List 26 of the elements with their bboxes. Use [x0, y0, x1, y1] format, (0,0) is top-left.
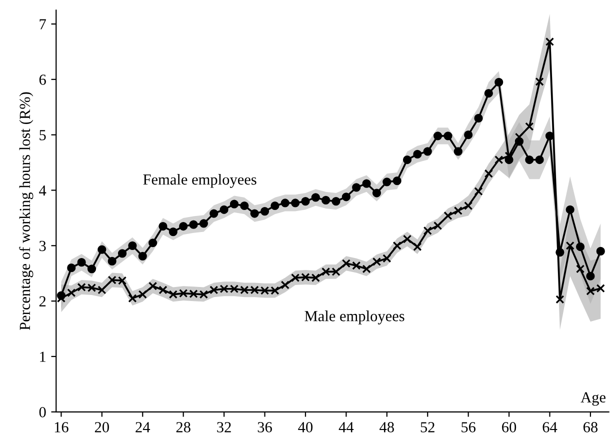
y-tick-label: 4: [39, 185, 46, 196]
x-tick-label: 36: [258, 422, 272, 432]
x-tick-label: 28: [176, 422, 190, 432]
x-tick-label: 24: [136, 422, 150, 432]
y-tick-label: 0: [39, 407, 46, 418]
x-tick-label: 56: [462, 422, 476, 432]
x-tick-label: 40: [298, 422, 313, 432]
y-tick-label: 2: [39, 296, 46, 306]
series-label: Male employees: [304, 310, 404, 324]
y-tick-label: 5: [40, 130, 46, 140]
y-tick-label: 1: [40, 352, 46, 362]
series-label: Female employees: [143, 174, 256, 188]
y-tick-label: 6: [39, 74, 46, 85]
x-tick-label: 20: [94, 422, 109, 432]
x-tick-label: 64: [542, 422, 558, 432]
x-tick-label: 44: [338, 422, 354, 432]
x-tick-label: 32: [217, 422, 231, 432]
x-axis-title: Age: [580, 392, 606, 406]
y-axis-title: Percentage of working hours lost (R%): [19, 92, 34, 330]
x-tick-label: 68: [583, 422, 598, 432]
x-tick-label: 60: [502, 422, 516, 432]
y-tick-label: 3: [39, 240, 46, 252]
x-tick-label: 52: [420, 422, 434, 432]
x-tick-label: 16: [54, 422, 68, 432]
y-tick-label: 7: [40, 19, 46, 30]
x-tick-label: 48: [380, 422, 394, 432]
